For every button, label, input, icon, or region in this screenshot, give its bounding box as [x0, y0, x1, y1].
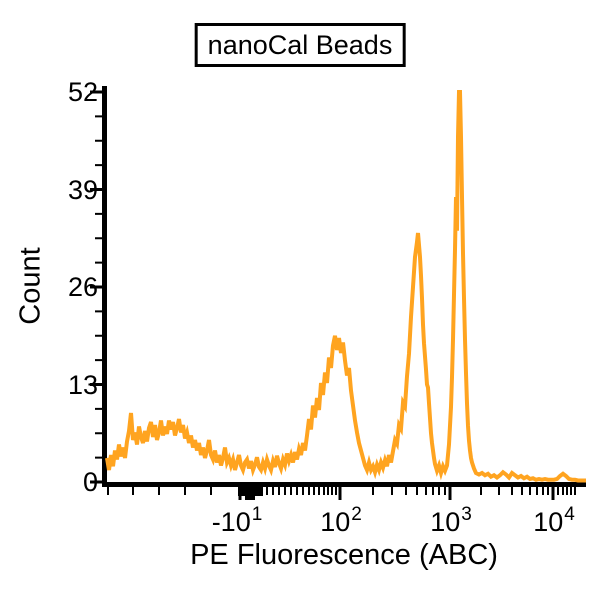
x-minor-tick — [529, 487, 531, 495]
x-minor-tick — [318, 487, 320, 495]
y-major-tick — [90, 90, 102, 94]
y-minor-tick — [95, 139, 102, 142]
y-minor-tick — [95, 212, 102, 215]
x-minor-tick — [296, 487, 298, 495]
x-minor-tick — [570, 487, 572, 495]
x-tick-label-base: 10 — [430, 507, 461, 537]
x-minor-tick — [278, 487, 280, 495]
x-tick-label-exponent: 1 — [251, 504, 263, 525]
x-minor-tick — [290, 487, 292, 495]
x-minor-tick — [302, 487, 304, 495]
y-minor-tick — [95, 334, 102, 337]
x-tick-label-exponent: 2 — [351, 504, 362, 525]
plot-title-box: nanoCal Beads — [194, 23, 406, 67]
x-minor-tick — [438, 487, 440, 495]
y-minor-tick — [95, 407, 102, 410]
x-minor-tick — [566, 487, 568, 495]
x-minor-tick — [284, 487, 286, 495]
x-minor-tick — [405, 487, 407, 495]
x-minor-tick — [331, 487, 333, 495]
x-tick-label: 104 — [533, 504, 575, 539]
x-minor-tick — [308, 487, 310, 495]
x-minor-tick — [132, 487, 134, 495]
x-minor-tick — [158, 487, 160, 495]
y-axis-line — [102, 86, 107, 487]
x-minor-tick — [536, 487, 538, 495]
x-minor-tick — [210, 487, 212, 495]
x-minor-tick — [372, 487, 374, 495]
x-major-tick — [551, 487, 555, 500]
x-minor-tick — [327, 487, 329, 495]
x-tick-label: -101 — [211, 504, 263, 539]
x-tick-label-base: -10 — [211, 507, 251, 537]
y-minor-tick — [95, 359, 102, 362]
x-tick-cluster — [245, 487, 255, 500]
y-major-tick — [90, 188, 102, 191]
x-minor-tick — [184, 487, 186, 495]
y-minor-tick — [95, 456, 102, 459]
x-minor-tick — [498, 487, 500, 495]
x-minor-tick — [266, 487, 268, 495]
x-minor-tick — [562, 487, 564, 495]
x-minor-tick — [313, 487, 315, 495]
x-tick-label-exponent: 4 — [564, 504, 575, 525]
x-minor-tick — [542, 487, 544, 495]
y-major-tick — [90, 383, 102, 386]
y-minor-tick — [95, 310, 102, 313]
y-minor-tick — [95, 432, 102, 435]
x-minor-tick — [480, 487, 482, 495]
y-minor-tick — [95, 261, 102, 264]
y-major-tick — [90, 285, 102, 289]
x-major-tick — [448, 487, 452, 500]
x-tick-label-exponent: 3 — [461, 504, 472, 525]
x-minor-tick — [107, 487, 109, 495]
x-minor-tick — [425, 487, 427, 495]
x-minor-tick — [444, 487, 446, 495]
x-minor-tick — [335, 487, 337, 495]
x-minor-tick — [521, 487, 523, 495]
x-minor-tick — [557, 487, 559, 495]
x-minor-tick — [272, 487, 274, 495]
x-minor-tick — [432, 487, 434, 495]
plot-title: nanoCal Beads — [207, 30, 393, 60]
x-axis-title: PE Fluorescence (ABC) — [190, 539, 498, 571]
x-minor-tick — [323, 487, 325, 495]
y-minor-tick — [95, 115, 102, 118]
y-tick-label: 13 — [67, 369, 98, 400]
y-tick-label: 26 — [67, 272, 98, 302]
x-minor-tick — [574, 487, 576, 495]
x-minor-tick — [511, 487, 513, 495]
x-minor-tick — [547, 487, 549, 495]
x-minor-tick — [391, 487, 393, 495]
y-major-tick — [90, 480, 102, 484]
y-tick-label: 39 — [67, 174, 98, 205]
y-tick-label: 0 — [82, 467, 98, 497]
y-minor-tick — [95, 237, 102, 240]
y-minor-tick — [95, 164, 102, 167]
x-tick-label-base: 10 — [320, 507, 351, 537]
x-tick-label-base: 10 — [533, 507, 564, 537]
y-tick-label: 52 — [67, 77, 98, 107]
histogram-trace — [105, 90, 586, 483]
x-axis-line — [102, 482, 586, 487]
x-tick-label: 103 — [430, 504, 472, 539]
x-major-tick — [338, 487, 342, 500]
x-minor-tick — [416, 487, 418, 495]
x-tick-label: 102 — [320, 504, 362, 539]
